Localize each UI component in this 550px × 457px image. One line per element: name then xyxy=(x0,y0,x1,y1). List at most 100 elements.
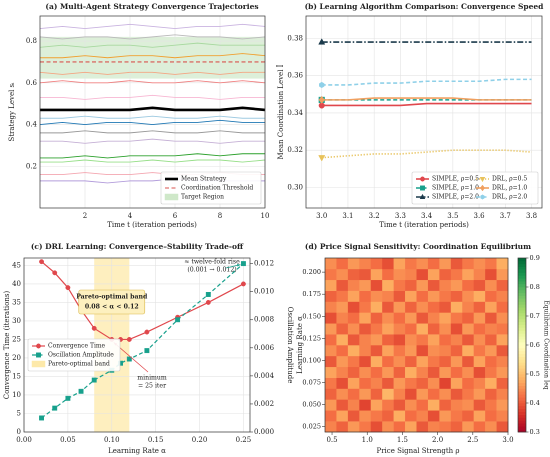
heatmap-cell xyxy=(393,388,406,400)
heatmap-cell xyxy=(427,421,440,433)
marker xyxy=(39,415,45,421)
colorbar-segment xyxy=(518,345,526,349)
heatmap-cell xyxy=(359,279,372,291)
heatmap-cell xyxy=(370,312,383,324)
heatmap-cell xyxy=(325,410,337,422)
y-tick-label: 0.30 xyxy=(287,183,303,191)
heatmap-cell xyxy=(370,366,383,378)
colorbar-segment xyxy=(518,278,526,282)
heatmap-cell xyxy=(347,258,360,270)
series-line xyxy=(40,153,265,159)
heatmap-cell xyxy=(359,345,372,357)
y-axis-label: Learning Rate α xyxy=(296,316,304,374)
heatmap-cell xyxy=(405,290,417,302)
heatmap-cell xyxy=(462,258,474,270)
heatmap-cell xyxy=(370,334,383,346)
heatmap-cell xyxy=(473,345,486,357)
heatmap-cell xyxy=(427,301,440,313)
colorbar-segment xyxy=(518,269,526,273)
heatmap-cell xyxy=(359,355,372,368)
colorbar-tick-label: 0.5 xyxy=(530,370,540,378)
chart-title: (c) DRL Learning: Convergence–Stability … xyxy=(31,242,244,251)
legend-label: Coordination Threshold xyxy=(181,185,253,192)
heatmap-cell xyxy=(416,410,429,422)
colorbar-segment xyxy=(518,289,526,294)
x-axis-label: Price Signal Strength ρ xyxy=(377,447,460,455)
heatmap-cell xyxy=(359,268,372,281)
colorbar-segment xyxy=(518,260,526,265)
heatmap-cell xyxy=(405,323,417,335)
marker xyxy=(240,261,246,267)
heatmap-cell xyxy=(382,377,394,389)
heatmap-cell xyxy=(439,355,452,368)
colorbar-segment xyxy=(518,307,526,311)
heatmap-cell xyxy=(450,290,463,302)
heatmap-cell xyxy=(485,355,497,368)
colorbar-segment xyxy=(518,374,526,378)
colorbar-segment xyxy=(518,385,526,389)
colorbar-label: Equilibrium Coordination Īeq xyxy=(543,300,550,389)
heatmap-cell xyxy=(416,366,429,378)
heatmap-cell xyxy=(405,345,417,357)
marker xyxy=(52,270,58,276)
heatmap-cell xyxy=(450,410,463,422)
heatmap-cell xyxy=(405,399,417,411)
colorbar-segment xyxy=(518,336,526,340)
heatmap-cell xyxy=(416,312,429,324)
annotation: Pareto-optimal band xyxy=(76,294,148,301)
marker xyxy=(420,185,425,191)
series-line xyxy=(39,42,265,48)
heatmap-cell xyxy=(370,268,383,281)
series-line xyxy=(40,53,266,59)
heatmap-cell xyxy=(473,421,486,433)
heatmap-cell xyxy=(370,399,383,411)
legend-label: DRL, ρ=1.0 xyxy=(492,185,527,192)
colorbar-segment xyxy=(518,272,526,276)
arrow-head xyxy=(236,264,241,267)
heatmap-cell xyxy=(496,399,509,411)
heatmap-cell xyxy=(416,421,429,433)
heatmap-cell xyxy=(462,355,474,368)
y-tick-label: 0.075 xyxy=(302,379,321,387)
x-tick-label: 0.5 xyxy=(326,436,337,444)
marker xyxy=(479,176,486,183)
heatmap-cell xyxy=(325,377,337,389)
legend-swatch xyxy=(164,193,179,201)
heatmap-cell xyxy=(382,399,394,411)
heatmap-cell xyxy=(393,268,406,281)
marker xyxy=(205,292,211,297)
heatmap-cell xyxy=(405,268,417,281)
heatmap-cell xyxy=(473,301,486,313)
heatmap-cell xyxy=(496,345,509,357)
y-tick-label: 0.8 xyxy=(26,37,37,45)
marker xyxy=(65,285,71,291)
axes-frame xyxy=(39,15,266,209)
heatmap-cell xyxy=(496,355,509,368)
marker xyxy=(144,329,150,335)
heatmap-cell xyxy=(325,323,337,335)
heatmap-cell xyxy=(462,345,474,357)
heatmap-cell xyxy=(416,345,429,357)
colorbar-segment xyxy=(518,403,526,407)
heatmap-cell xyxy=(450,355,463,368)
x-tick-label: 0.20 xyxy=(192,436,208,444)
series-line xyxy=(39,71,265,75)
heatmap-cell xyxy=(462,334,474,346)
heatmap-cell xyxy=(496,334,509,346)
heatmap-cell xyxy=(347,290,360,302)
series-line xyxy=(321,78,532,86)
heatmap-cell xyxy=(325,366,337,378)
heatmap-cell xyxy=(485,388,497,400)
colorbar-tick-label: 0.3 xyxy=(530,428,540,436)
marker xyxy=(65,395,71,401)
series-line xyxy=(40,94,265,100)
heatmap-cell xyxy=(496,279,509,291)
heatmap-cell xyxy=(370,290,383,302)
legend-label: Oscillation Amplitude xyxy=(48,352,114,359)
y-axis-label: Mean Coordination Level Ī xyxy=(276,64,285,159)
heatmap-cell xyxy=(405,355,417,368)
heatmap-cell xyxy=(382,355,394,368)
heatmap-cell xyxy=(382,258,394,270)
heatmap-cell xyxy=(325,345,337,357)
heatmap-cell xyxy=(473,399,486,411)
